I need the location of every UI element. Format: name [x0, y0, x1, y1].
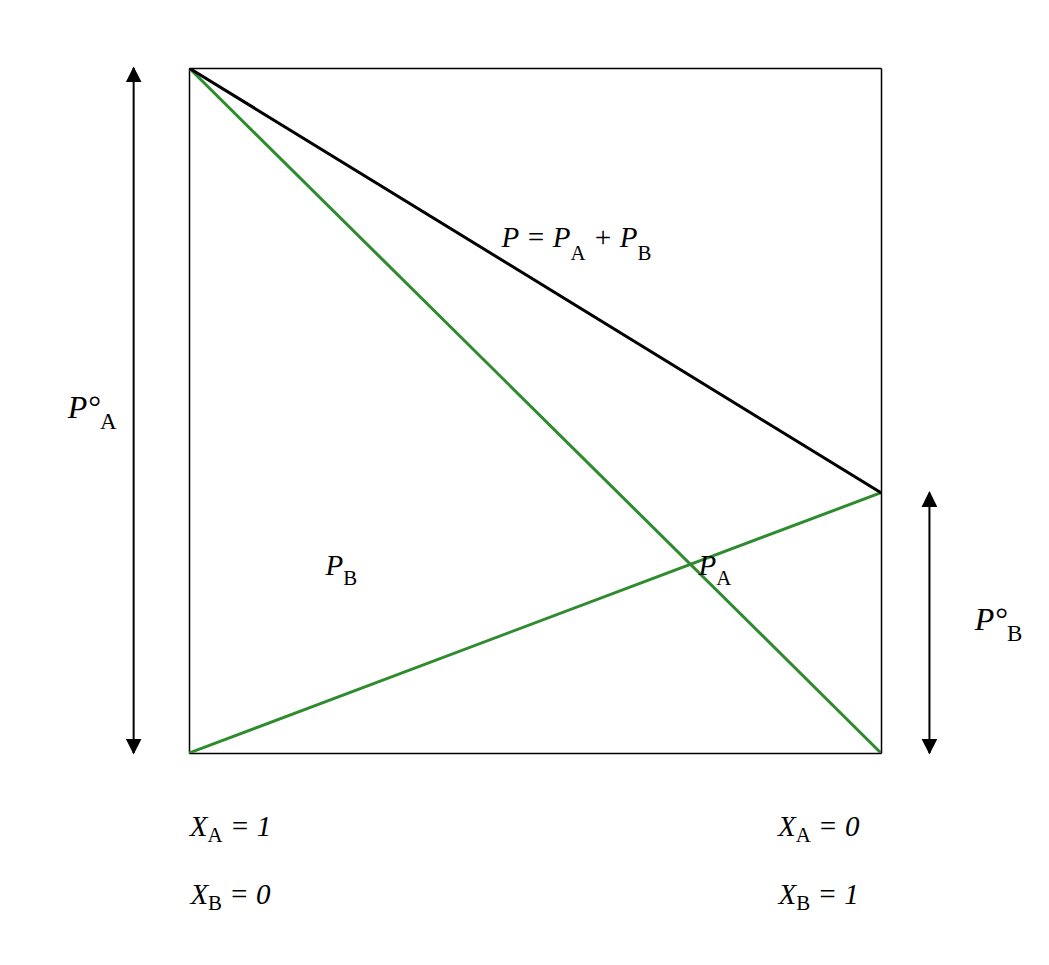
annotations: P = PA + PB PB PA P°A P°B XA = 1 XB = 0 XA = 0 X… [67, 221, 1023, 915]
plot: P = PA + PB PB PA P°A P°B XA = 1 XB = 0 XA = 0 X… [67, 68, 1023, 915]
annotation: P°A [67, 389, 117, 434]
annotation: XA = 1 [189, 809, 271, 846]
annotation: P = PA + PB [501, 221, 652, 265]
lines [189, 68, 881, 753]
axis-line [189, 69, 191, 754]
x-axis-top [190, 68, 882, 69]
annotation: XA = 0 [777, 809, 860, 846]
axis-line [881, 69, 883, 754]
y-axis-right [881, 69, 882, 754]
arrows [134, 68, 930, 753]
dimension-arrow [928, 493, 930, 753]
annotation: XB = 1 [778, 878, 859, 915]
annotation: PB [324, 549, 357, 590]
dimension-arrow [133, 68, 135, 753]
axis-line [190, 753, 882, 755]
annotation: PA [698, 549, 732, 590]
chart: P = PA + PB PB PA P°A P°B XA = 1 XB = 0 XA = 0 X… [0, 0, 1049, 965]
line [189, 493, 881, 753]
x-axis [190, 753, 882, 754]
line [189, 68, 881, 493]
axis-line [190, 68, 882, 70]
line [189, 68, 881, 753]
y-axis [189, 69, 190, 754]
annotation: XB = 0 [189, 878, 271, 915]
annotation: P°B [974, 601, 1023, 646]
